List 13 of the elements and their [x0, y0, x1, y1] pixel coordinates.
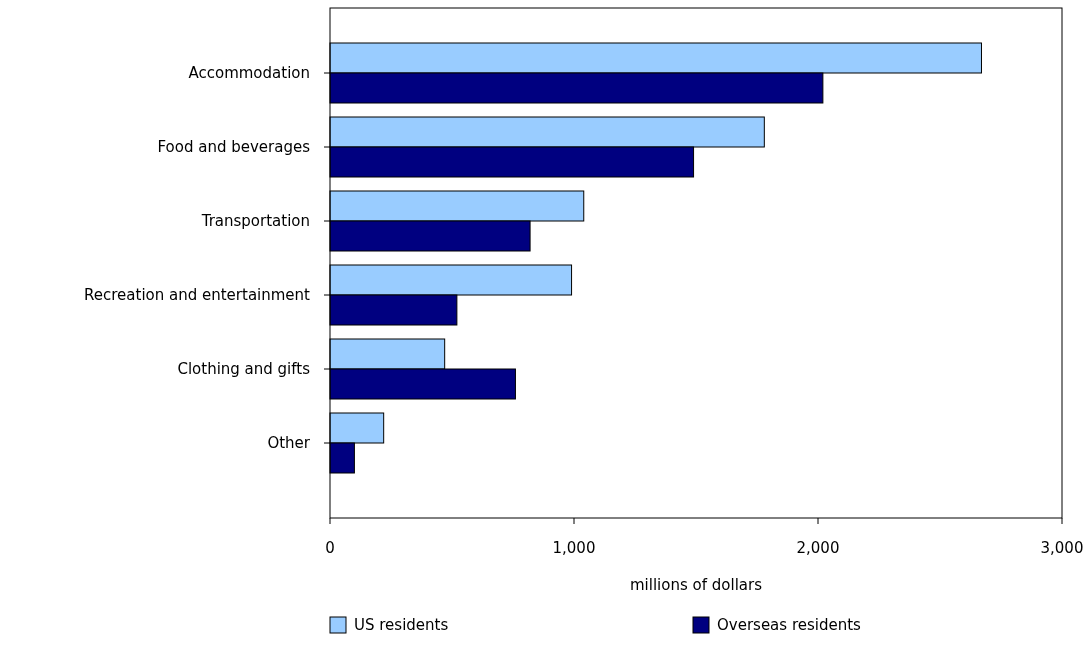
y-tick-label: Transportation	[200, 212, 310, 231]
y-tick-label: Other	[267, 434, 311, 453]
y-tick-label: Food and beverages	[157, 138, 311, 157]
legend-label: US residents	[354, 616, 449, 634]
x-tick-label: 2,000	[796, 539, 840, 557]
x-axis-title: millions of dollars	[630, 576, 763, 594]
y-tick-label: Clothing and gifts	[177, 360, 311, 379]
x-tick-label: 3,000	[1040, 539, 1084, 557]
legend-label: Overseas residents	[717, 616, 862, 634]
x-tick-label: 0	[325, 539, 335, 557]
y-tick-label: Accommodation	[188, 64, 310, 83]
x-tick-label: 1,000	[552, 539, 596, 557]
y-tick-label: Recreation and entertainment	[84, 286, 311, 305]
